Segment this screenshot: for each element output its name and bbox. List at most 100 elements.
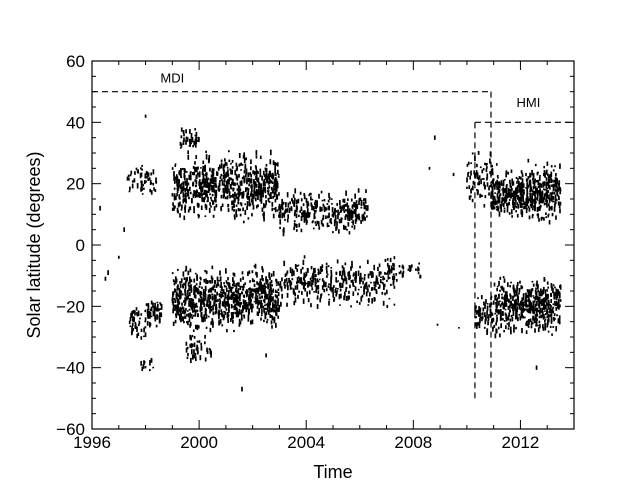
data-point	[178, 179, 181, 184]
data-point	[510, 294, 512, 300]
data-point	[519, 316, 522, 321]
data-point	[228, 188, 230, 193]
data-point	[360, 279, 363, 282]
data-point	[235, 214, 238, 218]
data-point	[531, 189, 534, 193]
data-point	[354, 212, 357, 218]
annotation-hmi: HMI	[517, 95, 541, 110]
data-point	[264, 204, 267, 208]
data-point	[259, 190, 262, 196]
data-point	[338, 282, 341, 287]
data-point	[259, 198, 262, 202]
data-point	[172, 300, 175, 306]
data-point	[305, 271, 308, 276]
data-point	[187, 352, 189, 357]
data-point	[528, 294, 530, 298]
data-point	[240, 169, 242, 171]
data-point	[545, 212, 547, 216]
data-point	[551, 212, 554, 217]
data-point	[286, 281, 289, 288]
data-point	[325, 207, 327, 211]
data-point	[498, 211, 501, 217]
data-point	[245, 302, 247, 306]
data-point	[216, 291, 218, 296]
data-point	[244, 282, 247, 285]
data-point	[336, 259, 339, 264]
data-point	[208, 158, 210, 163]
data-point	[286, 208, 289, 213]
data-point	[509, 195, 511, 197]
data-point	[275, 308, 278, 314]
data-point	[197, 138, 200, 142]
data-point	[336, 203, 339, 205]
data-point	[142, 183, 144, 187]
data-point	[506, 294, 508, 299]
data-point	[149, 188, 152, 193]
data-point	[255, 174, 258, 180]
data-point	[260, 281, 262, 284]
data-point	[177, 178, 179, 183]
data-point	[547, 190, 550, 193]
y-tick-label: −40	[56, 359, 85, 378]
data-point	[515, 312, 517, 316]
data-point	[228, 282, 230, 288]
data-point	[172, 308, 174, 314]
data-point	[291, 278, 294, 281]
data-point	[490, 195, 492, 199]
data-point	[238, 173, 240, 178]
data-point	[244, 290, 247, 294]
data-point	[507, 327, 510, 330]
data-point	[549, 304, 552, 306]
data-point	[540, 217, 543, 221]
data-point	[373, 286, 376, 291]
data-point	[273, 300, 276, 303]
data-point	[252, 305, 254, 309]
data-point	[548, 184, 550, 189]
data-point	[546, 322, 549, 328]
data-point	[219, 285, 222, 288]
data-point	[141, 180, 143, 184]
data-point	[251, 319, 254, 325]
data-point	[504, 291, 507, 294]
data-point	[502, 287, 505, 292]
data-point	[274, 198, 277, 203]
data-point	[492, 195, 494, 201]
data-point	[178, 194, 181, 199]
data-point	[546, 199, 549, 203]
data-point	[495, 329, 498, 334]
data-point	[189, 175, 192, 178]
data-point	[223, 192, 225, 197]
data-point	[543, 188, 546, 191]
data-point	[180, 312, 183, 317]
data-point	[311, 221, 314, 224]
data-point	[195, 155, 198, 159]
data-point	[235, 284, 238, 289]
data-point	[267, 284, 269, 290]
data-point	[535, 365, 538, 370]
data-point	[519, 201, 522, 205]
data-point	[354, 210, 357, 215]
data-point	[265, 200, 267, 206]
data-point	[550, 314, 553, 317]
data-point	[271, 284, 274, 287]
data-point	[207, 289, 210, 293]
data-point	[128, 190, 131, 193]
data-point	[208, 207, 211, 213]
data-point	[132, 309, 135, 314]
data-point	[179, 308, 182, 314]
data-point	[307, 281, 310, 285]
data-point	[158, 319, 161, 324]
data-point	[505, 202, 508, 207]
data-point	[493, 201, 496, 206]
data-point	[204, 293, 207, 299]
data-point	[180, 291, 182, 297]
data-point	[222, 187, 225, 193]
data-point	[256, 272, 258, 278]
data-point	[234, 294, 237, 299]
data-point	[512, 284, 515, 289]
data-point	[511, 303, 514, 309]
data-point	[270, 186, 273, 191]
data-point	[257, 292, 259, 295]
data-point	[543, 320, 546, 323]
data-point	[337, 280, 340, 282]
